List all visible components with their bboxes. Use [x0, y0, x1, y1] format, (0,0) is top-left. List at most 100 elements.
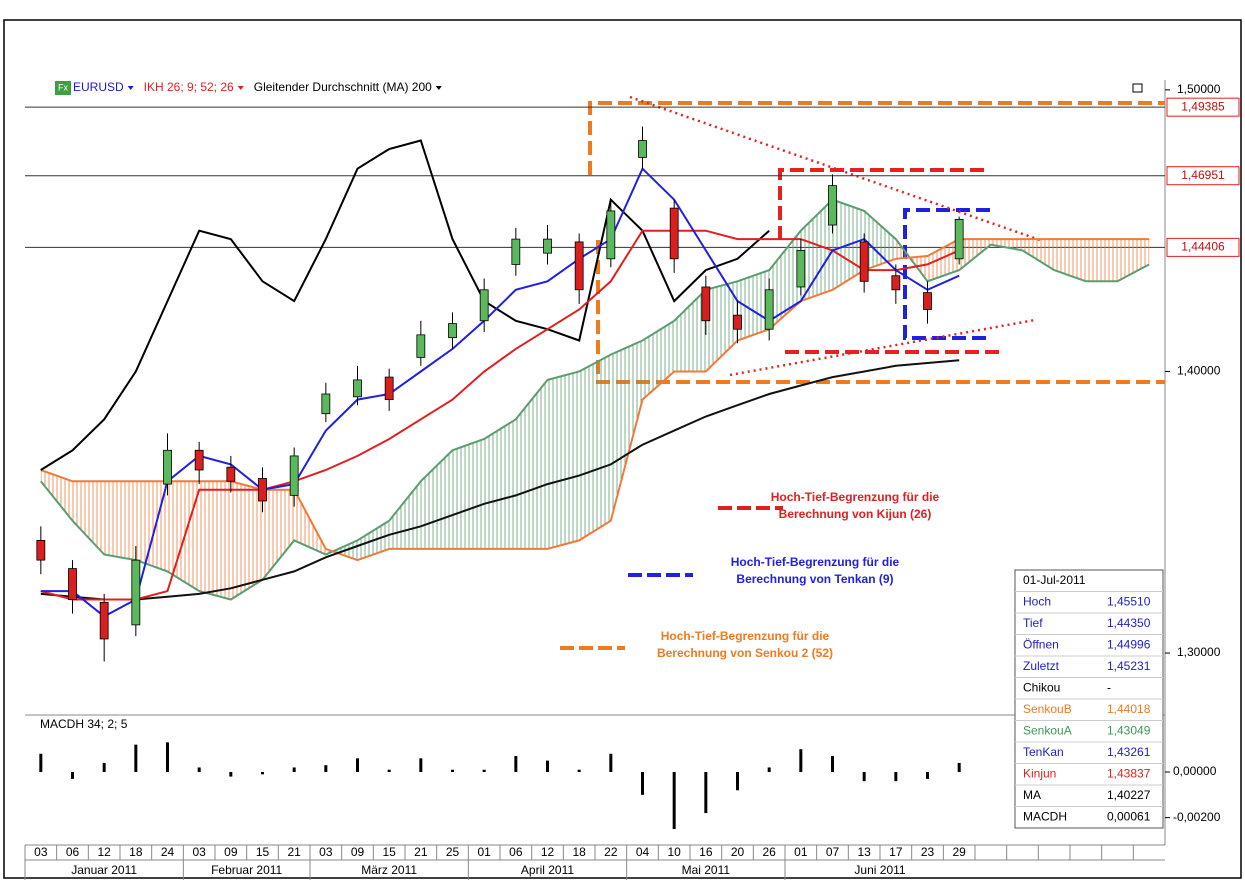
info-label: SenkouA: [1023, 723, 1072, 737]
month-label: Mai 2011: [682, 863, 731, 877]
x-tick-label: 03: [34, 845, 48, 859]
reference-label-box: [1166, 166, 1240, 186]
note-text: Berechnung von Tenkan (9): [736, 572, 893, 586]
reference-label: 1,44406: [1181, 240, 1225, 254]
cloud: [610, 340, 643, 521]
candle-body: [669, 207, 679, 260]
info-label: TenKan: [1023, 745, 1064, 759]
x-tick-label: 03: [319, 845, 333, 859]
cloud: [452, 439, 485, 549]
info-value: 1,44350: [1107, 616, 1151, 630]
dropdown-arrow: [435, 86, 442, 90]
note-text: Hoch-Tief-Begrenzung für die: [731, 555, 900, 569]
candle-body: [163, 449, 172, 485]
macd-bar: [419, 758, 423, 773]
x-tick-label: 17: [889, 845, 903, 859]
macd-bar: [672, 772, 676, 830]
candle-body: [764, 289, 774, 330]
trend-line: [729, 318, 1036, 377]
macd-bar: [641, 772, 644, 795]
candle-body: [479, 289, 489, 322]
month-label: Juni 2011: [854, 863, 905, 877]
x-tick-label: 09: [351, 845, 365, 859]
info-label: Tief: [1023, 616, 1043, 630]
legend-item: IKH 26; 9; 52; 26: [144, 80, 234, 94]
x-tick-label: 15: [382, 845, 396, 859]
y-tick-label: 1,40000: [1177, 364, 1221, 378]
cloud: [959, 239, 991, 271]
note-text: Hoch-Tief-Begrenzung für die: [661, 629, 830, 643]
candle-body: [543, 238, 552, 254]
reference-label-box: [1166, 237, 1240, 257]
macd-bar: [609, 753, 613, 773]
cloud: [990, 239, 1023, 251]
icon-box: [55, 81, 71, 95]
month-label: Februar 2011: [211, 863, 282, 877]
macd-bar: [292, 767, 296, 773]
macd-bar: [134, 744, 138, 773]
candle-body: [99, 601, 109, 640]
x-tick-label: 07: [826, 845, 840, 859]
kijun-range-top: [778, 168, 990, 240]
x-tick-label: 06: [66, 845, 80, 859]
macd-bar: [197, 767, 201, 773]
candle-body: [353, 379, 362, 398]
candle-body: [258, 478, 267, 502]
candle-body: [701, 286, 711, 322]
cloud: [262, 489, 295, 580]
macd-bar: [926, 772, 929, 779]
macd-bar: [324, 765, 328, 773]
candle-body: [321, 393, 331, 415]
x-tick-label: 10: [667, 845, 681, 859]
month-label: Januar 2011: [71, 863, 137, 877]
macd-bar: [831, 756, 834, 773]
macd-bar: [229, 772, 233, 777]
maximize-icon[interactable]: [1132, 83, 1143, 93]
info-label: Kinjun: [1023, 766, 1056, 780]
cloud: [199, 481, 231, 600]
macd-bar: [767, 767, 771, 773]
macd-bar: [356, 758, 359, 773]
dropdown-arrow: [127, 86, 134, 90]
cloud: [705, 281, 738, 372]
cloud: [104, 481, 136, 561]
candle-body: [194, 449, 204, 471]
cloud: [40, 470, 73, 521]
x-tick-label: 24: [161, 845, 175, 859]
candle-body: [733, 314, 742, 330]
candle-body: [923, 292, 932, 310]
info-value: 1,45510: [1107, 594, 1151, 608]
x-tick-label: 26: [762, 845, 776, 859]
cloud: [1117, 239, 1150, 282]
reference-label: 1,49385: [1181, 99, 1225, 113]
senkou-a-line: [40, 198, 1150, 601]
candle-body: [954, 218, 964, 260]
cloud: [737, 270, 770, 341]
y-tick-label: 1,30000: [1177, 645, 1221, 659]
candle-body: [828, 185, 837, 226]
cloud: [864, 210, 896, 271]
candle-body: [448, 323, 457, 339]
candle-body: [606, 210, 616, 260]
info-value: 1,44018: [1107, 702, 1151, 716]
cloud: [1054, 239, 1086, 282]
candle-body: [859, 241, 869, 282]
candle-body: [226, 466, 236, 482]
dropdown-arrow: [237, 86, 244, 90]
x-tick-label: 03: [192, 845, 206, 859]
cloud: [579, 354, 611, 541]
macd-bar: [451, 769, 454, 773]
info-label: MA: [1023, 788, 1041, 802]
legend-item: Gleitender Durchschnitt (MA) 200: [254, 80, 432, 94]
x-tick-label: 23: [921, 845, 935, 859]
y2-tick-label: 0,00000: [1173, 764, 1217, 778]
candle-body: [891, 275, 901, 291]
info-value: -: [1107, 680, 1111, 694]
candle-body: [384, 376, 394, 401]
candle-body: [68, 568, 77, 600]
info-label: Öffnen: [1023, 637, 1059, 651]
cloud: [769, 230, 801, 330]
senkou-range-top: [588, 101, 1165, 175]
cloud: [230, 481, 263, 600]
